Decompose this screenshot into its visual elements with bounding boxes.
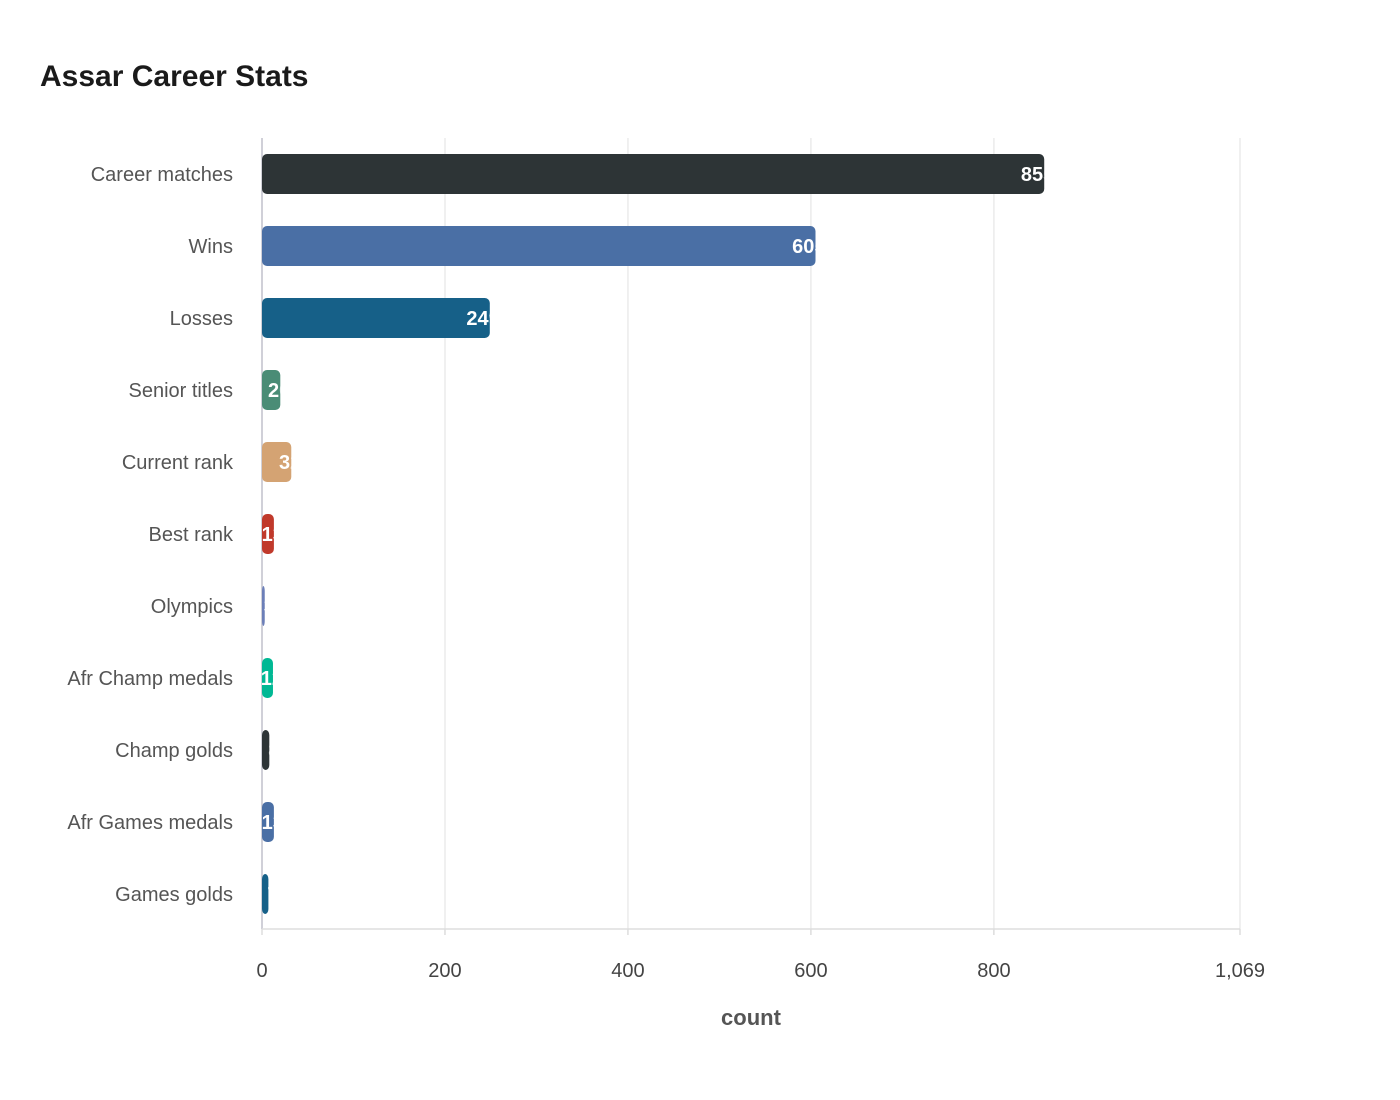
bar xyxy=(262,154,1045,194)
category-label: Losses xyxy=(170,308,233,330)
chart-title: Assar Career Stats xyxy=(40,60,309,93)
category-label: Champ golds xyxy=(115,740,233,762)
bar-value-label: 7 xyxy=(267,884,278,906)
bar-value-label: 32 xyxy=(279,452,301,474)
bar xyxy=(262,298,490,338)
x-tick-label: 1,069 xyxy=(1215,960,1265,982)
x-tick-label: 0 xyxy=(256,960,267,982)
x-axis-label: count xyxy=(721,1005,782,1030)
bar-value-label: 13 xyxy=(262,812,284,834)
category-label: Senior titles xyxy=(129,380,234,402)
bar xyxy=(262,730,270,770)
category-label: Olympics xyxy=(151,596,233,618)
bar xyxy=(262,226,816,266)
category-label: Afr Games medals xyxy=(67,812,233,834)
bar-value-label: 3 xyxy=(264,596,275,618)
category-label: Games golds xyxy=(115,884,233,906)
bar-value-label: 13 xyxy=(262,524,284,546)
bar xyxy=(262,658,273,698)
bar-value-label: 855 xyxy=(1021,164,1054,186)
bar-value-label: 249 xyxy=(466,308,499,330)
bar-value-label: 605 xyxy=(792,236,825,258)
bar xyxy=(262,586,265,626)
category-label: Current rank xyxy=(122,452,234,474)
category-label: Best rank xyxy=(149,524,234,546)
x-tick-label: 200 xyxy=(428,960,461,982)
bar xyxy=(262,802,274,842)
bar xyxy=(262,514,274,554)
x-tick-label: 800 xyxy=(977,960,1010,982)
bar-value-label: 20 xyxy=(268,380,290,402)
category-label: Career matches xyxy=(91,164,233,186)
bar xyxy=(262,442,292,482)
bar-value-label: 12 xyxy=(261,668,283,690)
bar-value-label: 8 xyxy=(268,740,279,762)
category-label: Wins xyxy=(189,236,233,258)
x-tick-label: 600 xyxy=(794,960,827,982)
x-tick-label: 400 xyxy=(611,960,644,982)
bar xyxy=(262,874,269,914)
category-label: Afr Champ medals xyxy=(67,668,233,690)
bar xyxy=(262,370,281,410)
